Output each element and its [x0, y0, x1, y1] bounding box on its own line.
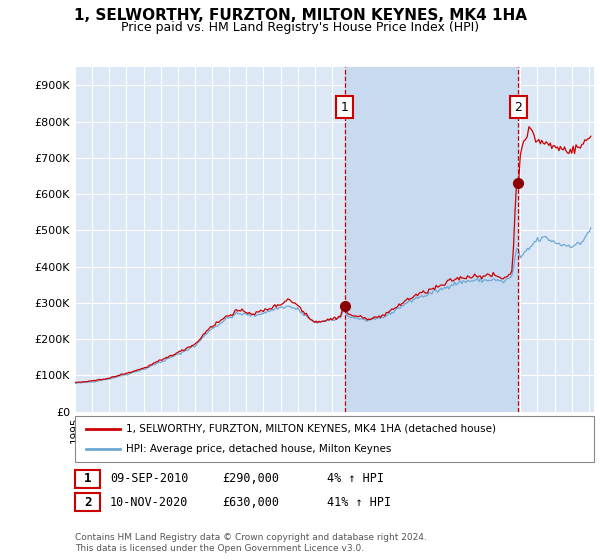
Text: HPI: Average price, detached house, Milton Keynes: HPI: Average price, detached house, Milt…	[126, 444, 391, 454]
Text: 10-NOV-2020: 10-NOV-2020	[110, 496, 188, 509]
Text: 09-SEP-2010: 09-SEP-2010	[110, 472, 188, 486]
Text: 41% ↑ HPI: 41% ↑ HPI	[327, 496, 391, 509]
Bar	[345, 67, 518, 412]
Text: 1, SELWORTHY, FURZTON, MILTON KEYNES, MK4 1HA: 1, SELWORTHY, FURZTON, MILTON KEYNES, MK…	[74, 8, 527, 24]
Text: 2: 2	[514, 101, 522, 114]
Text: Price paid vs. HM Land Registry's House Price Index (HPI): Price paid vs. HM Land Registry's House …	[121, 21, 479, 34]
Text: 1: 1	[84, 472, 91, 486]
Text: £290,000: £290,000	[222, 472, 279, 486]
Text: Contains HM Land Registry data © Crown copyright and database right 2024.
This d: Contains HM Land Registry data © Crown c…	[75, 533, 427, 553]
Text: 1: 1	[341, 101, 349, 114]
Text: 1, SELWORTHY, FURZTON, MILTON KEYNES, MK4 1HA (detached house): 1, SELWORTHY, FURZTON, MILTON KEYNES, MK…	[126, 424, 496, 434]
Text: 4% ↑ HPI: 4% ↑ HPI	[327, 472, 384, 486]
Text: 2: 2	[84, 496, 91, 509]
Text: £630,000: £630,000	[222, 496, 279, 509]
